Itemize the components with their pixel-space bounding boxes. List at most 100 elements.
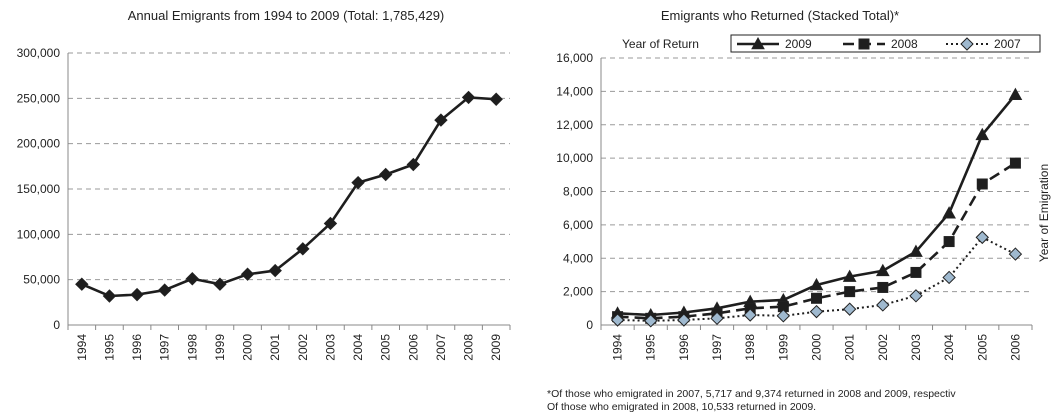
right-point-2009 [1008,87,1023,101]
left-data-point [406,157,421,172]
left-y-tick-label: 0 [53,318,60,332]
right-point-2009 [809,277,824,291]
right-x-tick-label: 2005 [975,334,989,361]
right-x-tick-label: 2003 [909,334,923,361]
right-x-tick-label: 1994 [611,334,625,361]
right-y-tick-label: 2,000 [563,285,593,299]
right-y-tick-label: 16,000 [556,51,593,65]
right-point-2007 [610,313,625,327]
left-x-tick-label: 1995 [102,334,116,361]
left-data-point [240,267,255,281]
right-point-2008 [1009,157,1021,169]
right-point-2009 [975,127,990,141]
left-x-tick-label: 2003 [323,334,337,361]
left-data-point [489,92,503,106]
right-point-2007 [776,309,791,323]
left-x-tick-label: 2008 [462,334,476,361]
left-x-tick-label: 2009 [489,334,503,361]
left-data-point [296,242,310,256]
right-point-2009 [909,244,923,257]
right-point-2007 [1008,247,1023,261]
right-point-2009 [842,269,857,282]
right-y-axis-title: Year of Emigration [1037,164,1051,262]
right-point-2009 [875,263,890,277]
right-legend: Year of Return 2009 2008 2007 [622,34,1041,53]
left-axes [67,53,511,330]
returned-emigrants-chart: Emigrants who Returned (Stacked Total)* … [547,8,1051,413]
legend-label-2007: 2007 [994,37,1021,51]
right-point-2008 [877,281,889,293]
right-axes [600,58,1033,330]
right-x-tick-label: 1998 [743,334,757,361]
left-x-tick-label: 2001 [268,334,282,361]
legend-label-2008: 2008 [891,37,918,51]
right-point-2007 [743,308,757,322]
left-x-tick-label: 1994 [75,334,89,361]
right-x-tick-label: 2000 [810,334,824,361]
left-data-point [351,175,365,190]
right-point-2008 [811,292,822,304]
right-point-2007 [677,313,691,327]
right-y-tick-label: 6,000 [563,218,593,232]
right-point-2007 [975,230,989,245]
left-data-point [102,289,117,303]
left-x-tick-label: 2000 [241,334,255,361]
legend-marker-2009 [751,36,765,50]
left-x-tick-label: 2007 [434,334,448,361]
left-data-point [323,216,338,231]
right-point-2007 [876,298,890,312]
left-data-point [378,167,393,182]
footnote-line-2: Of those who emigrated in 2008, 10,533 r… [547,401,816,413]
left-x-tick-label: 2005 [379,334,393,361]
left-x-tick-label: 1999 [213,334,227,361]
left-data-point [268,263,282,278]
left-y-tick-label: 200,000 [17,137,61,151]
right-point-2008 [910,266,922,278]
right-x-tick-label: 2001 [843,334,857,361]
right-x-tick-label: 1996 [677,334,691,361]
footnote-line-1: *Of those who emigrated in 2007, 5,717 a… [547,388,956,400]
left-series [75,90,503,303]
right-y-tick-label: 8,000 [563,185,593,199]
right-y-tick-label: 12,000 [556,118,593,132]
left-gridlines [68,52,510,281]
left-x-tick-label: 1997 [158,334,172,361]
right-y-tick-label: 4,000 [563,251,593,265]
right-point-2008 [943,236,955,248]
left-data-point [434,113,448,127]
left-data-point [75,277,89,291]
right-y-tick-label: 0 [586,318,593,332]
right-x-tick-label: 1995 [644,334,658,361]
right-point-2007 [710,311,724,326]
left-data-point [157,283,172,297]
legend-marker-2007 [960,37,974,51]
right-x-tick-labels: 1994 1995 1996 1997 1998 1999 2000 2001 2002 2003… [611,334,1023,361]
right-y-tick-label: 10,000 [556,151,593,165]
right-point-2009 [942,206,956,219]
right-series [610,87,1023,328]
left-data-point [130,287,144,302]
annual-emigrants-chart: Annual Emigrants from 1994 to 2009 (Tota… [17,8,511,361]
right-chart-title: Emigrants who Returned (Stacked Total)* [661,8,899,23]
left-series-line [81,96,497,298]
right-point-2007 [842,302,857,316]
right-x-tick-label: 1999 [776,334,790,361]
left-x-tick-label: 2002 [296,334,310,361]
right-x-tick-label: 1997 [710,334,724,361]
left-x-tick-label: 1998 [185,334,199,361]
legend-box [730,34,1041,53]
right-point-2007 [809,304,824,319]
left-data-point [213,277,227,291]
left-chart-title: Annual Emigrants from 1994 to 2009 (Tota… [128,8,445,23]
left-y-tick-label: 50,000 [23,273,60,287]
legend-entries: 2009 2008 2007 [737,36,1021,51]
left-y-tick-labels: 0 50,000 100,000 150,000 200,000 250,000 300,0… [17,46,61,332]
legend-title: Year of Return [622,37,699,51]
right-x-tick-label: 2002 [876,334,890,361]
right-x-tick-label: 2006 [1008,334,1022,361]
left-y-tick-label: 100,000 [17,227,61,241]
right-point-2007 [942,270,956,285]
right-point-2008 [976,178,988,190]
left-x-tick-label: 2004 [351,334,365,361]
